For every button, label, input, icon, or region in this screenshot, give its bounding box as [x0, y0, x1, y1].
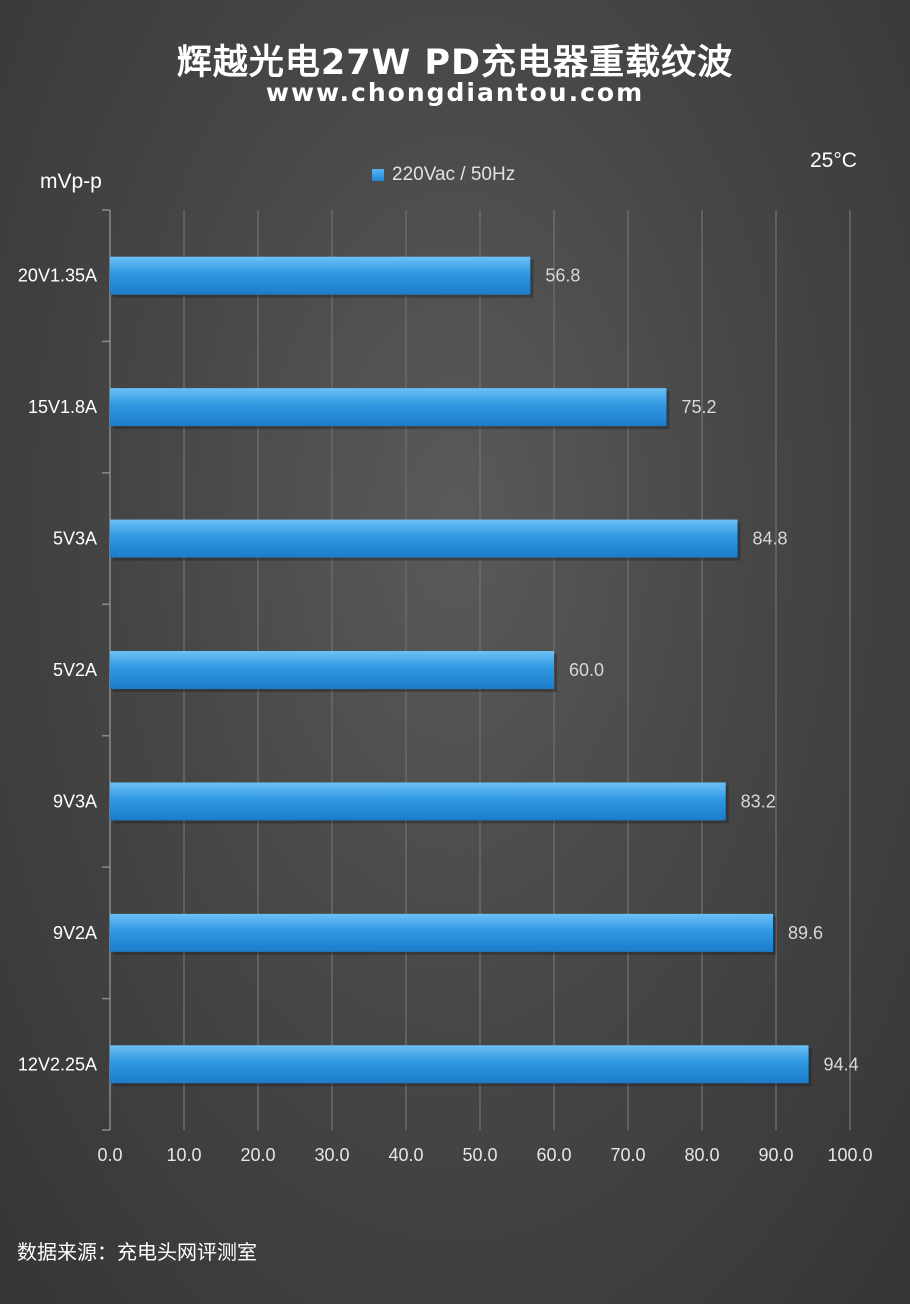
x-tick-label: 0.0	[97, 1145, 122, 1165]
bar	[110, 913, 774, 952]
category-label: 15V1.8A	[28, 397, 97, 417]
category-label: 5V3A	[53, 529, 97, 549]
x-tick-label: 70.0	[610, 1145, 645, 1165]
value-label: 56.8	[545, 266, 580, 286]
legend: 220Vac / 50Hz	[372, 164, 515, 186]
data-source-note: 数据来源：充电头网评测室	[17, 1240, 257, 1264]
legend-label: 220Vac / 50Hz	[392, 164, 516, 185]
bar	[110, 388, 667, 427]
category-label: 9V2A	[53, 923, 97, 943]
value-label: 60.0	[569, 660, 604, 680]
category-label: 5V2A	[53, 660, 97, 680]
value-label: 94.4	[824, 1054, 859, 1074]
bar	[110, 651, 554, 689]
x-tick-label: 60.0	[536, 1145, 571, 1165]
x-tick-label: 90.0	[758, 1145, 793, 1165]
x-tick-label: 40.0	[388, 1145, 423, 1165]
bars	[110, 256, 812, 1087]
y-axis-unit-label: mVp-p	[40, 170, 102, 193]
value-label: 75.2	[681, 397, 716, 417]
x-tick-label: 20.0	[240, 1145, 275, 1165]
legend-swatch	[372, 169, 384, 181]
x-tick-label: 100.0	[827, 1145, 872, 1165]
category-label: 9V3A	[53, 791, 97, 811]
x-tick-label: 10.0	[166, 1145, 201, 1165]
bar	[110, 256, 531, 295]
x-tick-label: 80.0	[684, 1145, 719, 1165]
chart-subtitle: www.chongdiantou.com	[265, 78, 645, 107]
x-tick-label: 30.0	[314, 1145, 349, 1165]
category-label: 12V2.25A	[18, 1054, 97, 1074]
bar	[110, 519, 738, 558]
labels: 0.0 10.0 20.0 30.0 40.0 50.0 60.0 70.0 80.0 90.0 1…	[18, 266, 873, 1165]
value-label: 89.6	[788, 923, 823, 943]
value-label: 84.8	[753, 529, 788, 549]
category-label: 20V1.35A	[18, 266, 97, 286]
bar	[110, 782, 726, 821]
chart-title: 辉越光电27W PD充电器重载纹波	[176, 43, 734, 83]
bar	[110, 1045, 809, 1084]
temperature-label: 25°C	[810, 149, 857, 172]
value-label: 83.2	[741, 791, 776, 811]
x-tick-label: 50.0	[462, 1145, 497, 1165]
